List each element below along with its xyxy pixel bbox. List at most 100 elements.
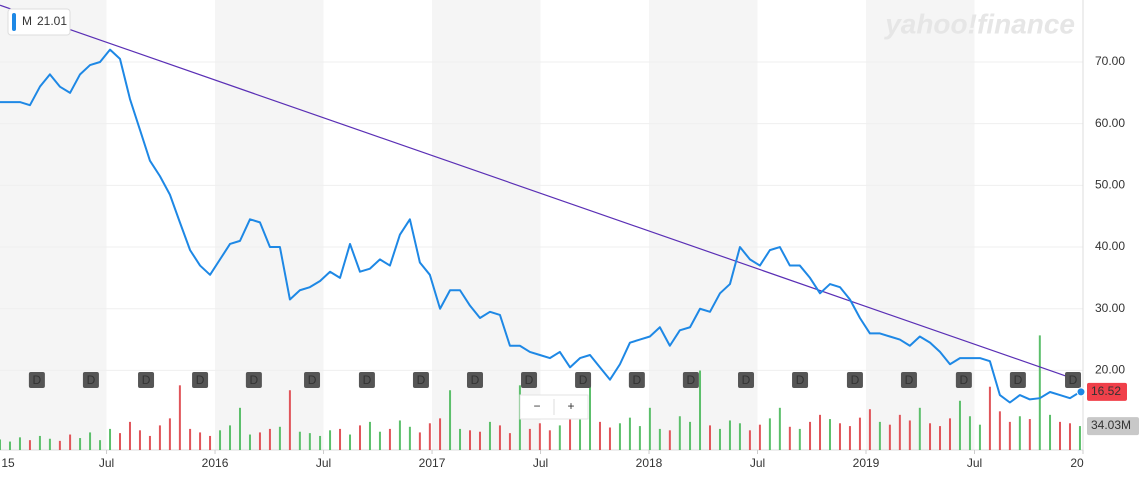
volume-bar xyxy=(1028,419,1031,450)
volume-bar xyxy=(768,418,771,450)
volume-bar xyxy=(1008,421,1011,450)
dividend-marker[interactable]: D xyxy=(628,372,645,388)
dividend-box xyxy=(521,372,538,388)
trendline xyxy=(0,4,1081,382)
dividend-marker[interactable]: D xyxy=(466,372,483,388)
volume-bar xyxy=(708,425,711,450)
volume-bar xyxy=(308,433,311,450)
x-tick-label: Jul xyxy=(99,456,114,470)
dividend-label: D xyxy=(250,373,259,387)
zoom-button[interactable]: + xyxy=(567,399,574,413)
dividend-marker[interactable]: D xyxy=(521,372,538,388)
volume-bar xyxy=(378,431,381,450)
volume-bar xyxy=(1058,421,1061,450)
volume-bar xyxy=(628,417,631,450)
volume-bar xyxy=(48,438,51,450)
volume-bar xyxy=(109,428,112,450)
dividend-box xyxy=(28,372,45,388)
dividend-label: D xyxy=(742,373,751,387)
volume-bar xyxy=(418,432,421,450)
dividend-marker[interactable]: D xyxy=(82,372,99,388)
volume-bar xyxy=(548,430,551,450)
volume-bar xyxy=(469,430,472,450)
volume-bar xyxy=(248,434,251,450)
dividend-marker[interactable]: D xyxy=(738,372,755,388)
volume-bar xyxy=(168,418,171,450)
dividend-label: D xyxy=(633,373,642,387)
dividend-marker[interactable]: D xyxy=(304,372,321,388)
dividend-label: D xyxy=(1014,373,1023,387)
dividend-marker[interactable]: D xyxy=(358,372,375,388)
volume-bar xyxy=(718,428,721,450)
volume-bar xyxy=(459,428,462,450)
volume-bar xyxy=(128,421,131,450)
dividend-marker[interactable]: D xyxy=(682,372,699,388)
volume-bar xyxy=(988,386,991,450)
volume-bar xyxy=(498,425,501,450)
dividend-label: D xyxy=(417,373,426,387)
dividend-label: D xyxy=(87,373,96,387)
dividend-marker[interactable]: D xyxy=(955,372,972,388)
volume-bar xyxy=(358,425,361,450)
volume-bar xyxy=(79,438,82,450)
dividend-marker[interactable]: D xyxy=(792,372,809,388)
volume-bar xyxy=(148,435,151,450)
dividend-marker[interactable]: D xyxy=(245,372,262,388)
dividend-box xyxy=(138,372,155,388)
volume-bar xyxy=(158,425,161,450)
volume-bar xyxy=(618,423,621,450)
dividend-box xyxy=(245,372,262,388)
dividend-label: D xyxy=(960,373,969,387)
dividend-box xyxy=(955,372,972,388)
volume-bar xyxy=(648,407,651,450)
dividend-marker[interactable]: D xyxy=(412,372,429,388)
x-tick-label: Jul xyxy=(316,456,331,470)
volume-bar xyxy=(288,390,291,450)
dividend-label: D xyxy=(142,373,151,387)
x-tick-label: 2017 xyxy=(419,456,446,470)
dividend-marker[interactable]: D xyxy=(846,372,863,388)
volume-bar xyxy=(229,425,232,450)
volume-bar xyxy=(929,423,932,450)
dividend-marker[interactable]: D xyxy=(138,372,155,388)
dividend-marker[interactable]: D xyxy=(28,372,45,388)
dividend-marker[interactable]: D xyxy=(575,372,592,388)
volume-bar xyxy=(878,421,881,450)
y-tick-label: 60.00 xyxy=(1095,116,1125,130)
volume-bar xyxy=(38,435,41,450)
volume-bar xyxy=(219,430,222,450)
dividend-box xyxy=(846,372,863,388)
volume-bar xyxy=(1049,414,1052,450)
volume-bar xyxy=(209,435,212,450)
volume-bar xyxy=(918,407,921,450)
dividend-marker[interactable]: D xyxy=(192,372,209,388)
volume-bar xyxy=(798,428,801,450)
dividend-label: D xyxy=(308,373,317,387)
volume-bar xyxy=(939,426,942,450)
volume-bar xyxy=(329,430,332,450)
x-tick-label: 2019 xyxy=(853,456,880,470)
volume-bar xyxy=(178,385,181,450)
x-tick-label: Jul xyxy=(750,456,765,470)
dividend-label: D xyxy=(579,373,588,387)
volume-bar xyxy=(449,390,452,450)
volume-bar xyxy=(968,416,971,450)
volume-bar xyxy=(89,432,92,450)
volume-bar xyxy=(778,407,781,450)
dividend-box xyxy=(792,372,809,388)
volume-bar xyxy=(58,440,61,450)
dividend-box xyxy=(1009,372,1026,388)
volume-bar xyxy=(998,411,1001,450)
dividend-box xyxy=(358,372,375,388)
dividend-marker[interactable]: D xyxy=(900,372,917,388)
volume-bar xyxy=(579,407,582,450)
y-tick-label: 30.00 xyxy=(1095,301,1125,315)
zoom-button[interactable]: − xyxy=(533,399,540,413)
volume-bar xyxy=(538,423,541,450)
dividend-marker[interactable]: D xyxy=(1009,372,1026,388)
dividend-marker[interactable]: D xyxy=(1065,372,1082,388)
volume-bar xyxy=(69,434,72,450)
volume-bar xyxy=(958,400,961,450)
volume-bar xyxy=(349,434,352,450)
watermark: yahoo!finance xyxy=(883,8,1075,39)
